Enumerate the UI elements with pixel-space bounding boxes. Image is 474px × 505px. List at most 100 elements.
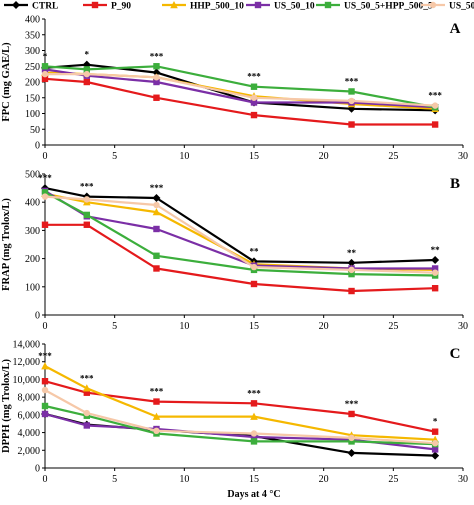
series-us-50-10-hpp-500-10 bbox=[41, 70, 439, 109]
data-point bbox=[431, 446, 439, 453]
significance-label: ** bbox=[347, 248, 357, 258]
series-line bbox=[44, 65, 436, 109]
x-tick-label: 25 bbox=[388, 151, 398, 162]
significance-label: ** bbox=[250, 246, 260, 256]
x-tick-label: 25 bbox=[388, 474, 398, 485]
legend-label: US_50_10 bbox=[274, 2, 315, 12]
significance-label: *** bbox=[150, 183, 164, 193]
panel-c: 0 2,000 4,000 6,000 8,000 10,000 12,000 14,000 0… bbox=[1, 340, 468, 501]
x-tick-label: 20 bbox=[319, 474, 329, 485]
data-point bbox=[83, 70, 91, 78]
data-point bbox=[250, 83, 258, 90]
x-tick-label: 10 bbox=[179, 321, 189, 332]
x-axis-label: Days at 4 °C bbox=[227, 489, 280, 500]
panel-a: 0 50 100 150 200 250 300 350 400 0 5 10 15 20 25 30 FPC … bbox=[1, 15, 468, 163]
y-tick-label: 50 bbox=[30, 125, 40, 136]
data-point bbox=[153, 201, 160, 209]
significance-label: *** bbox=[38, 351, 52, 361]
data-point bbox=[41, 402, 49, 410]
data-point bbox=[83, 384, 91, 392]
data-point bbox=[348, 287, 355, 295]
data-point bbox=[153, 427, 160, 434]
x-tick-label: 30 bbox=[458, 321, 468, 332]
data-point bbox=[41, 189, 49, 196]
data-point bbox=[153, 398, 160, 405]
significance-label: *** bbox=[38, 173, 52, 183]
legend-entry-p-90: P_90 bbox=[83, 2, 131, 12]
data-point bbox=[41, 75, 49, 83]
data-point bbox=[83, 389, 90, 396]
significance-label: *** bbox=[345, 399, 359, 409]
significance-label: *** bbox=[80, 182, 94, 192]
legend-label: P_90 bbox=[111, 2, 131, 12]
data-point bbox=[41, 410, 49, 418]
data-point bbox=[431, 256, 440, 265]
data-point bbox=[431, 440, 439, 447]
data-point bbox=[41, 70, 49, 78]
y-axis-label: DPPH (mg Trolox/L) bbox=[1, 359, 12, 453]
legend-marker bbox=[12, 1, 20, 9]
x-tick-label: 5 bbox=[112, 321, 117, 332]
data-point bbox=[250, 433, 258, 441]
y-tick-label: 250 bbox=[25, 62, 40, 73]
x-tick-label: 10 bbox=[179, 474, 189, 485]
legend-entry-ctrl: CTRL bbox=[4, 1, 58, 12]
data-point bbox=[153, 225, 160, 233]
significance-label: *** bbox=[150, 51, 164, 61]
panel-letter: B bbox=[450, 176, 460, 192]
y-tick-label: 0 bbox=[35, 141, 40, 152]
series-p-90 bbox=[41, 378, 439, 435]
data-point bbox=[83, 211, 90, 219]
data-point bbox=[153, 78, 160, 86]
series-ctrl bbox=[41, 184, 440, 267]
data-point bbox=[347, 448, 356, 457]
y-axis-label: FRAP (mg Trolox/L) bbox=[1, 198, 12, 291]
series-line bbox=[44, 191, 436, 277]
data-point bbox=[250, 263, 258, 271]
data-point bbox=[348, 438, 355, 445]
data-point bbox=[153, 265, 160, 272]
data-point bbox=[431, 265, 439, 272]
significance-label: * bbox=[85, 50, 90, 60]
x-tick-label: 15 bbox=[249, 151, 259, 162]
x-tick-label: 5 bbox=[112, 151, 117, 162]
y-tick-label: 4,000 bbox=[18, 428, 41, 439]
y-tick-label: 12,000 bbox=[13, 357, 41, 368]
y-tick-label: 14,000 bbox=[13, 340, 41, 351]
data-point bbox=[348, 270, 355, 278]
series-line bbox=[44, 380, 436, 433]
y-tick-label: 400 bbox=[25, 15, 40, 26]
series-line bbox=[44, 389, 436, 445]
y-tick-label: 150 bbox=[25, 93, 40, 104]
data-point bbox=[41, 221, 49, 228]
y-tick-label: 500 bbox=[25, 170, 40, 181]
legend-entry-us-50-10: US_50_10 bbox=[246, 2, 315, 12]
series-us-50-10-hpp-500-10 bbox=[41, 193, 439, 276]
significance-label: *** bbox=[247, 72, 261, 82]
y-tick-label: 350 bbox=[25, 30, 40, 41]
y-tick-label: 6,000 bbox=[18, 410, 41, 421]
data-point bbox=[41, 63, 49, 70]
data-point bbox=[250, 400, 258, 407]
y-tick-label: 400 bbox=[25, 198, 40, 209]
y-tick-label: 300 bbox=[25, 226, 40, 237]
data-point bbox=[250, 280, 258, 288]
y-tick-label: 0 bbox=[35, 464, 40, 475]
significance-label: *** bbox=[428, 91, 442, 101]
data-point bbox=[41, 386, 49, 394]
x-tick-label: 30 bbox=[458, 151, 468, 162]
significance-label: ** bbox=[431, 245, 441, 255]
data-point bbox=[348, 121, 355, 128]
legend-marker bbox=[254, 1, 262, 9]
data-point bbox=[152, 193, 161, 202]
legend-label: CTRL bbox=[32, 2, 58, 12]
legend-entry-us-50-10-hpp-500-10: US_50_10+HPP_500_10 bbox=[421, 2, 474, 12]
y-tick-label: 10,000 bbox=[13, 375, 41, 386]
y-tick-label: 200 bbox=[25, 254, 40, 265]
legend-label: HHP_500_10 bbox=[190, 2, 244, 12]
data-point bbox=[431, 102, 439, 109]
x-tick-label: 0 bbox=[43, 321, 48, 332]
series-p-90 bbox=[41, 221, 439, 295]
legend-entry-hhp-500-10: HHP_500_10 bbox=[162, 1, 244, 12]
